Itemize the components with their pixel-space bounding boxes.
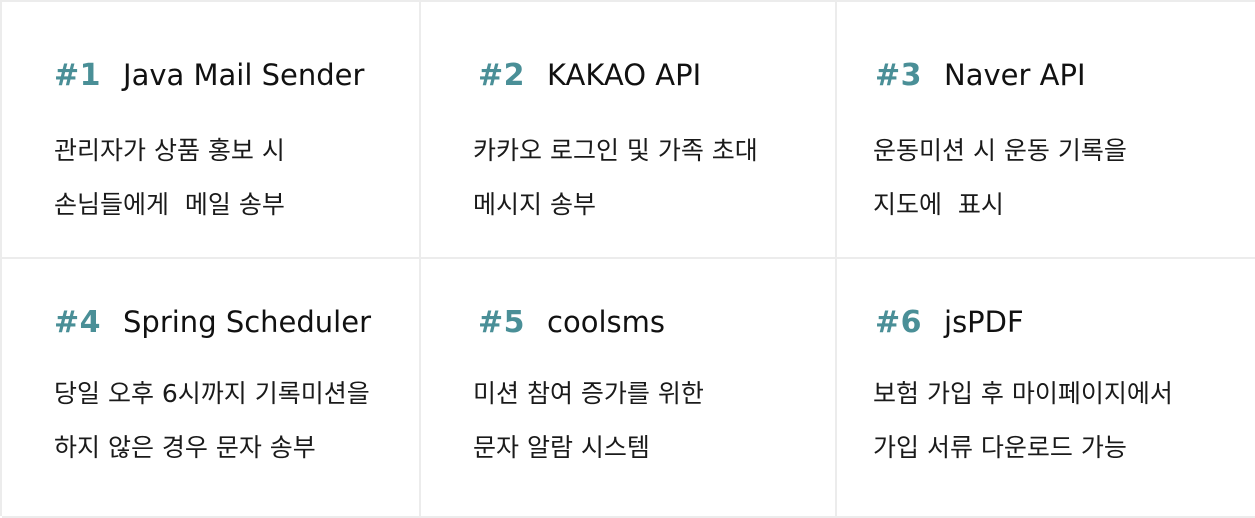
feature-card-jspdf: #6 jsPDF 보험 가입 후 마이페이지에서 가입 서류 다운로드 가능 bbox=[837, 259, 1255, 518]
card-description: 카카오 로그인 및 가족 초대 메시지 송부 bbox=[473, 124, 758, 232]
card-description-line-1: 관리자가 상품 홍보 시 bbox=[54, 136, 285, 165]
feature-card-naver-api: #3 Naver API 운동미션 시 운동 기록을 지도에 표시 bbox=[837, 2, 1255, 259]
card-description: 미션 참여 증가를 위한 문자 알람 시스템 bbox=[473, 367, 704, 475]
card-title: jsPDF bbox=[944, 305, 1024, 339]
card-number: #6 bbox=[875, 305, 923, 340]
card-header: #1 Java Mail Sender bbox=[54, 58, 364, 93]
card-number: #2 bbox=[478, 58, 526, 93]
card-description-line-2: 메시지 송부 bbox=[473, 190, 596, 219]
card-description-line-1: 보험 가입 후 마이페이지에서 bbox=[873, 379, 1173, 408]
feature-card-kakao-api: #2 KAKAO API 카카오 로그인 및 가족 초대 메시지 송부 bbox=[421, 2, 837, 259]
card-description-line-2: 하지 않은 경우 문자 송부 bbox=[54, 433, 316, 462]
card-header: #4 Spring Scheduler bbox=[54, 305, 371, 340]
card-description: 관리자가 상품 홍보 시 손님들에게 메일 송부 bbox=[54, 124, 285, 232]
card-description-line-1: 미션 참여 증가를 위한 bbox=[473, 379, 704, 408]
card-description-line-1: 당일 오후 6시까지 기록미션을 bbox=[54, 379, 370, 408]
card-title: KAKAO API bbox=[547, 58, 702, 92]
card-number: #4 bbox=[54, 305, 102, 340]
card-title: coolsms bbox=[547, 305, 665, 339]
card-description: 당일 오후 6시까지 기록미션을 하지 않은 경우 문자 송부 bbox=[54, 367, 370, 475]
card-description-line-2: 손님들에게 메일 송부 bbox=[54, 190, 285, 219]
feature-card-coolsms: #5 coolsms 미션 참여 증가를 위한 문자 알람 시스템 bbox=[421, 259, 837, 518]
card-header: #5 coolsms bbox=[478, 305, 665, 340]
card-title: Java Mail Sender bbox=[123, 58, 365, 92]
feature-card-java-mail-sender: #1 Java Mail Sender 관리자가 상품 홍보 시 손님들에게 메… bbox=[2, 2, 421, 259]
card-title: Naver API bbox=[944, 58, 1086, 92]
card-number: #1 bbox=[54, 58, 102, 93]
card-description-line-2: 가입 서류 다운로드 가능 bbox=[873, 433, 1127, 462]
card-number: #3 bbox=[875, 58, 923, 93]
card-header: #3 Naver API bbox=[875, 58, 1086, 93]
card-title: Spring Scheduler bbox=[123, 305, 372, 339]
card-description-line-1: 운동미션 시 운동 기록을 bbox=[873, 136, 1127, 165]
card-description-line-1: 카카오 로그인 및 가족 초대 bbox=[473, 136, 758, 165]
card-description: 보험 가입 후 마이페이지에서 가입 서류 다운로드 가능 bbox=[873, 367, 1173, 475]
feature-card-spring-scheduler: #4 Spring Scheduler 당일 오후 6시까지 기록미션을 하지 … bbox=[2, 259, 421, 518]
card-description: 운동미션 시 운동 기록을 지도에 표시 bbox=[873, 124, 1127, 232]
card-header: #6 jsPDF bbox=[875, 305, 1024, 340]
card-number: #5 bbox=[478, 305, 526, 340]
card-description-line-2: 지도에 표시 bbox=[873, 190, 1004, 219]
card-header: #2 KAKAO API bbox=[478, 58, 701, 93]
card-description-line-2: 문자 알람 시스템 bbox=[473, 433, 650, 462]
